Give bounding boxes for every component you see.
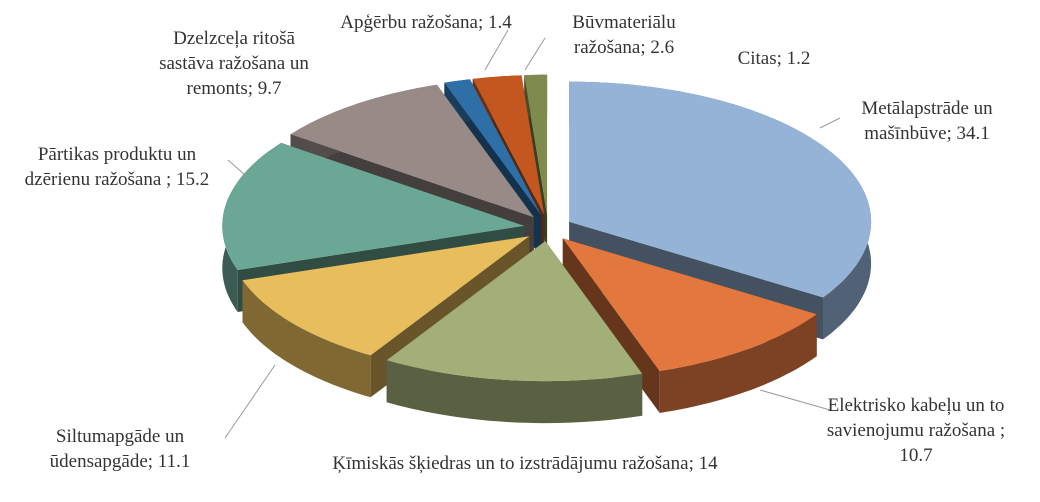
slices bbox=[222, 74, 872, 424]
label-value: ; 2.6 bbox=[640, 37, 675, 58]
slice-side bbox=[242, 280, 371, 398]
leader-line bbox=[524, 37, 546, 71]
label-name: Metālapstrāde un mašīnbūve bbox=[861, 98, 993, 144]
leader-line bbox=[484, 29, 509, 71]
label-name: Dzelzceļa ritošā sastāva ražošana un rem… bbox=[159, 28, 309, 99]
label-value: ; 34.1 bbox=[946, 123, 990, 144]
label-name: Siltumapgāde un ūdensapgāde bbox=[49, 426, 185, 472]
slice-side bbox=[386, 360, 643, 424]
slice bbox=[524, 74, 548, 215]
label-value: ; 1.2 bbox=[776, 48, 811, 69]
slice bbox=[386, 241, 643, 382]
leader-line bbox=[819, 117, 841, 129]
label-value: ; 14 bbox=[688, 453, 718, 474]
label-value: ; 9.7 bbox=[247, 78, 282, 99]
label-name: Būvmateriālu ražošana bbox=[572, 12, 676, 58]
slice bbox=[290, 84, 534, 218]
leader-line bbox=[759, 389, 831, 411]
leader-line bbox=[224, 364, 276, 439]
leader-line bbox=[227, 159, 246, 176]
label-name: Elektrisko kabeļu un to savienojumu ražo… bbox=[826, 395, 1005, 441]
slice bbox=[242, 236, 530, 356]
data-label: Metālapstrāde un mašīnbūve; 34.1 bbox=[832, 96, 1022, 146]
slice-side bbox=[659, 314, 817, 413]
data-label: Būvmateriālu ražošana; 2.6 bbox=[548, 10, 700, 60]
label-name: Ķīmiskās šķiedras un to izstrādājumu raž… bbox=[332, 453, 689, 474]
slice bbox=[472, 75, 545, 216]
data-label: Ķīmiskās šķiedras un to izstrādājumu raž… bbox=[322, 451, 728, 476]
label-name: Pārtikas produktu un dzērienu ražošana bbox=[24, 144, 197, 190]
data-label: Citas; 1.2 bbox=[718, 46, 830, 71]
label-name: Citas bbox=[737, 48, 777, 69]
slice bbox=[222, 142, 525, 270]
label-value: ; 11.1 bbox=[147, 451, 191, 472]
slice bbox=[569, 81, 872, 298]
slice bbox=[444, 79, 542, 216]
data-label: Dzelzceļa ritošā sastāva ražošana un rem… bbox=[145, 26, 323, 101]
data-label: Pārtikas produktu un dzērienu ražošana ;… bbox=[6, 142, 228, 192]
slice bbox=[562, 238, 817, 371]
label-value: ; 1.4 bbox=[477, 12, 512, 33]
label-name: Apģērbu ražošana bbox=[340, 12, 478, 33]
data-label: Siltumapgāde un ūdensapgāde; 11.1 bbox=[25, 424, 215, 474]
data-label: Elektrisko kabeļu un to savienojumu ražo… bbox=[818, 393, 1014, 468]
data-label: Apģērbu ražošana; 1.4 bbox=[330, 10, 522, 35]
label-value: ; 10.7 bbox=[899, 420, 1006, 466]
label-value: ; 15.2 bbox=[161, 169, 210, 190]
